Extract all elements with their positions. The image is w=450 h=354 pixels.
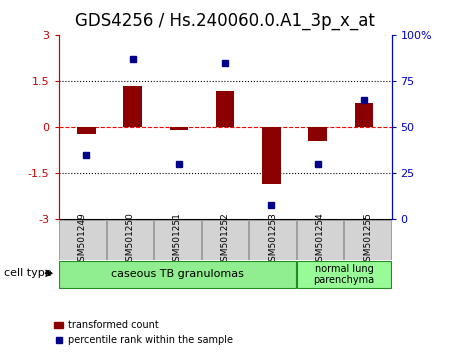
Bar: [308, 127, 327, 141]
Text: GSM501249: GSM501249: [78, 212, 87, 267]
Text: GSM501254: GSM501254: [315, 212, 324, 267]
Bar: [216, 91, 234, 127]
FancyBboxPatch shape: [249, 220, 296, 260]
FancyBboxPatch shape: [59, 220, 106, 260]
Text: GSM501251: GSM501251: [173, 212, 182, 267]
FancyBboxPatch shape: [59, 261, 296, 288]
Text: GSM501255: GSM501255: [363, 212, 372, 267]
Text: GSM501252: GSM501252: [220, 212, 230, 267]
Bar: [77, 127, 95, 133]
Bar: [355, 103, 373, 127]
Text: GDS4256 / Hs.240060.0.A1_3p_x_at: GDS4256 / Hs.240060.0.A1_3p_x_at: [75, 12, 375, 30]
Legend: transformed count, percentile rank within the sample: transformed count, percentile rank withi…: [50, 316, 237, 349]
FancyBboxPatch shape: [154, 220, 201, 260]
Bar: [123, 86, 142, 127]
FancyBboxPatch shape: [202, 220, 248, 260]
Bar: [262, 127, 280, 184]
Text: caseous TB granulomas: caseous TB granulomas: [111, 269, 244, 279]
Text: cell type: cell type: [4, 268, 52, 278]
FancyBboxPatch shape: [297, 220, 343, 260]
Text: GSM501250: GSM501250: [126, 212, 135, 267]
Text: GSM501253: GSM501253: [268, 212, 277, 267]
FancyBboxPatch shape: [107, 220, 153, 260]
FancyBboxPatch shape: [344, 220, 391, 260]
FancyBboxPatch shape: [297, 261, 391, 288]
Bar: [170, 127, 188, 130]
Text: normal lung
parenchyma: normal lung parenchyma: [313, 263, 374, 285]
